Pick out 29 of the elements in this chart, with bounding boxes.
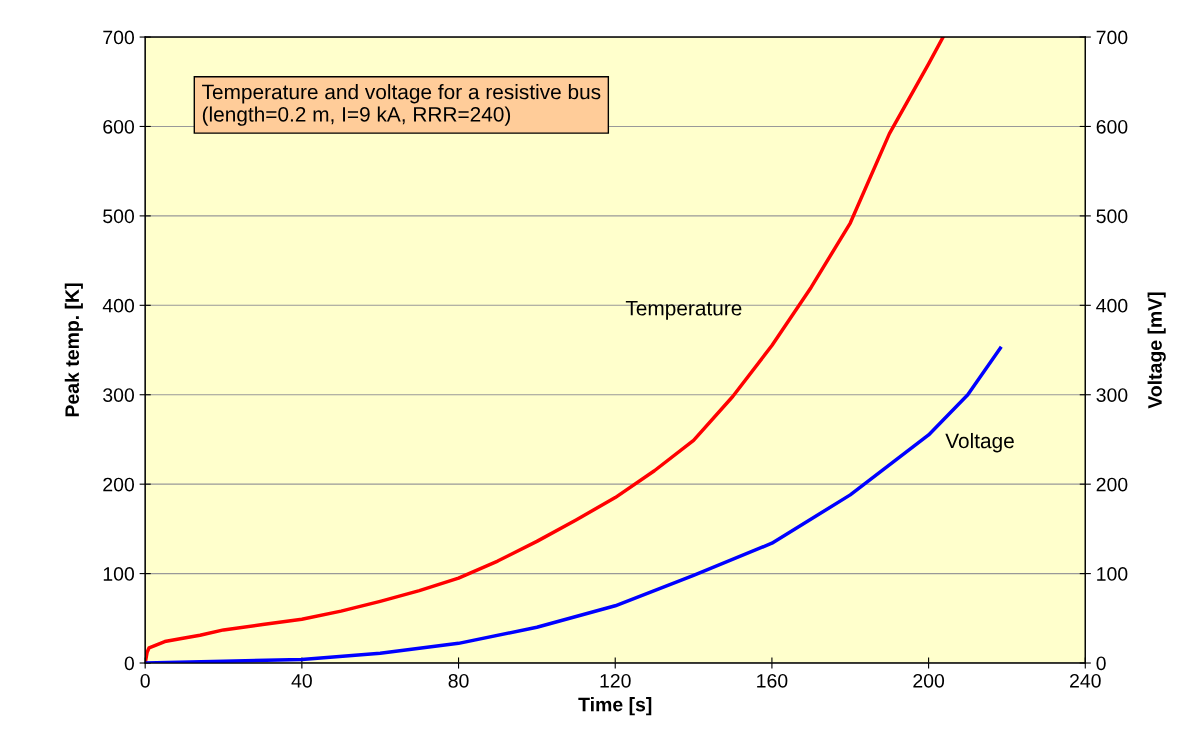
y2-tick-label: 100 bbox=[1097, 567, 1128, 581]
y2-tick-label: 700 bbox=[1096, 30, 1128, 45]
y2-axis-title: Voltage [mV] bbox=[1147, 292, 1166, 409]
x-tick-label: 160 bbox=[757, 673, 788, 688]
y-tick-label: 200 bbox=[103, 477, 135, 492]
x-axis-title: Time [s] bbox=[578, 697, 652, 716]
y-tick-label: 500 bbox=[103, 209, 135, 224]
y-tick-label: 600 bbox=[103, 119, 135, 134]
annotation: Temperature bbox=[625, 301, 742, 320]
y-tick-label: 700 bbox=[103, 30, 135, 45]
y-tick-label: 0 bbox=[124, 656, 134, 671]
y2-tick-label: 200 bbox=[1096, 477, 1128, 492]
annotation: Voltage bbox=[945, 432, 1014, 453]
y-axis-title: Peak temp. [K] bbox=[64, 283, 83, 417]
x-tick-label: 240 bbox=[1070, 673, 1101, 688]
annotation: Temperature and voltage for a resistive bus (length=0.2 m, I=9 kA, RRR=240) bbox=[202, 83, 601, 126]
y2-tick-label: 0 bbox=[1096, 656, 1106, 671]
x-tick-label: 0 bbox=[140, 673, 150, 688]
y2-tick-label: 500 bbox=[1096, 209, 1128, 224]
y-tick-label: 400 bbox=[102, 298, 135, 313]
y2-tick-label: 600 bbox=[1096, 119, 1128, 134]
x-tick-label: 200 bbox=[913, 673, 945, 688]
x-tick-label: 40 bbox=[291, 673, 312, 688]
y2-tick-label: 300 bbox=[1096, 388, 1128, 402]
x-tick-label: 80 bbox=[448, 673, 469, 688]
y2-tick-label: 400 bbox=[1096, 298, 1128, 313]
y-tick-label: 300 bbox=[103, 388, 135, 402]
x-tick-label: 120 bbox=[600, 673, 631, 688]
y-tick-label: 100 bbox=[103, 567, 135, 581]
